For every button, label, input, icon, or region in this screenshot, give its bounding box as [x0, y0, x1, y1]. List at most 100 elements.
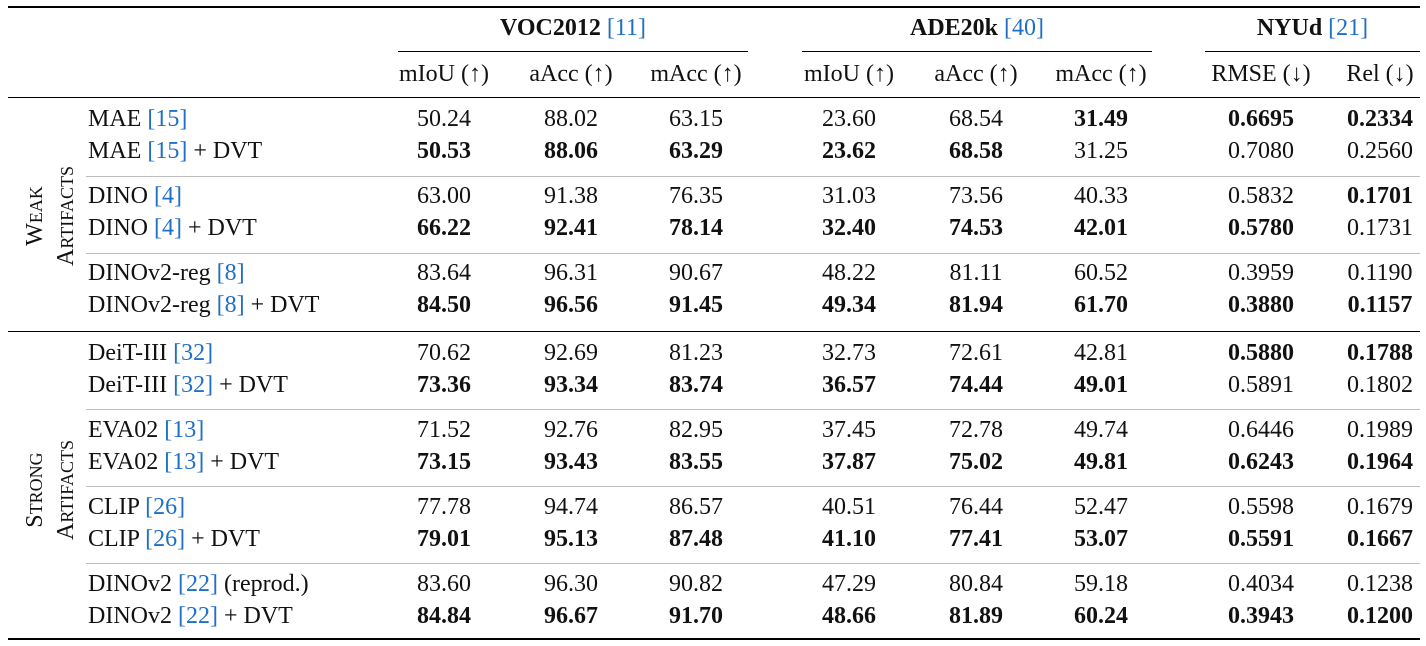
category-label-weak-artifacts: WEAK ARTIFACTS [22, 166, 79, 266]
method-name: DINOv2 [22] + DVT [88, 603, 293, 629]
citation-link[interactable]: [8] [216, 260, 245, 286]
table-cell: 96.31 [544, 260, 598, 286]
table-cell: 90.82 [669, 571, 723, 597]
table-cell: 0.1157 [1347, 292, 1413, 318]
table-cell: 63.15 [669, 106, 723, 132]
table-cell: 32.40 [822, 215, 876, 241]
table-cell: 23.62 [822, 138, 876, 164]
citation-link[interactable]: [4] [154, 183, 182, 209]
table-cell: 53.07 [1074, 526, 1128, 552]
table-cell: 37.87 [822, 449, 876, 475]
table-cell: 0.1679 [1347, 494, 1413, 520]
table-cell: 92.76 [544, 417, 598, 443]
citation-link[interactable]: [22] [178, 603, 218, 629]
table-cell: 59.18 [1074, 571, 1128, 597]
method-name: DINOv2-reg [8] + DVT [88, 292, 320, 318]
table-cell: 77.78 [417, 494, 471, 520]
citation-link[interactable]: [32] [173, 372, 214, 398]
table-cell: 68.58 [949, 138, 1003, 164]
table-cell: 0.1964 [1347, 449, 1413, 475]
table-cell: 0.1667 [1347, 526, 1413, 552]
table-cell: 50.24 [417, 106, 471, 132]
category-divider [8, 331, 1420, 332]
table-cell: 50.53 [417, 138, 471, 164]
citation-link[interactable]: [8] [216, 292, 245, 318]
citation-link[interactable]: [13] [164, 417, 205, 443]
ade-cmidrule [802, 51, 1152, 52]
citation-link[interactable]: [26] [145, 526, 186, 552]
citation-link[interactable]: [15] [147, 138, 188, 164]
table-cell: 81.23 [669, 340, 723, 366]
header-rule [8, 97, 1420, 98]
table-cell: 82.95 [669, 417, 723, 443]
table-cell: 0.5591 [1228, 526, 1294, 552]
table-cell: 93.34 [544, 372, 598, 398]
table-cell: 52.47 [1074, 494, 1128, 520]
table-cell: 0.1190 [1347, 260, 1413, 286]
method-name: CLIP [26] [88, 494, 186, 520]
citation-link[interactable]: [15] [147, 106, 188, 132]
table-cell: 83.64 [417, 260, 471, 286]
citation-link[interactable]: [26] [145, 494, 186, 520]
method-name: EVA02 [13] [88, 417, 205, 443]
table-cell: 73.15 [417, 449, 471, 475]
table-cell: 91.38 [544, 183, 598, 209]
top-rule [8, 6, 1420, 8]
table-cell: 0.6446 [1228, 417, 1294, 443]
table-cell: 71.52 [417, 417, 471, 443]
table-cell: 91.45 [669, 292, 723, 318]
column-header: mIoU (↑) [399, 61, 489, 87]
citation-link[interactable]: [32] [173, 340, 214, 366]
method-name: CLIP [26] + DVT [88, 526, 260, 552]
table-cell: 0.7080 [1228, 138, 1294, 164]
method-name: DINOv2 [22] (reprod.) [88, 571, 309, 597]
column-header: aAcc (↑) [529, 61, 613, 87]
table-cell: 0.4034 [1228, 571, 1294, 597]
table-cell: 76.35 [669, 183, 723, 209]
table-cell: 0.1200 [1347, 603, 1413, 629]
table-cell: 0.1989 [1347, 417, 1413, 443]
citation-link[interactable]: [4] [154, 215, 182, 241]
table-cell: 31.25 [1074, 138, 1128, 164]
table-cell: 83.60 [417, 571, 471, 597]
table-cell: 49.74 [1074, 417, 1128, 443]
table-cell: 0.5598 [1228, 494, 1294, 520]
group-header-ade20k: ADE20k [40] [909, 15, 1045, 41]
table-cell: 84.50 [417, 292, 471, 318]
table-cell: 95.13 [544, 526, 598, 552]
table-cell: 32.73 [822, 340, 876, 366]
table-cell: 74.53 [949, 215, 1003, 241]
table-cell: 78.14 [669, 215, 723, 241]
group-separator [86, 409, 1420, 410]
citation-link[interactable]: [22] [178, 571, 218, 597]
table-cell: 36.57 [822, 372, 876, 398]
table-cell: 49.01 [1074, 372, 1128, 398]
table-cell: 0.2560 [1347, 138, 1413, 164]
column-header: mAcc (↑) [650, 61, 742, 87]
table-cell: 42.01 [1074, 215, 1128, 241]
table-cell: 80.84 [949, 571, 1003, 597]
table-cell: 70.62 [417, 340, 471, 366]
table-cell: 0.1788 [1347, 340, 1413, 366]
table-cell: 42.81 [1074, 340, 1128, 366]
table-cell: 40.51 [822, 494, 876, 520]
table-cell: 73.36 [417, 372, 471, 398]
table-cell: 76.44 [949, 494, 1003, 520]
table-cell: 66.22 [417, 215, 471, 241]
column-header: mIoU (↑) [804, 61, 894, 87]
category-label-strong-artifacts: STRONG ARTIFACTS [22, 440, 79, 540]
table-cell: 0.3943 [1228, 603, 1294, 629]
table-cell: 0.1802 [1347, 372, 1413, 398]
citation-link[interactable]: [13] [164, 449, 205, 475]
table-cell: 63.29 [669, 138, 723, 164]
table-cell: 88.06 [544, 138, 598, 164]
table-cell: 0.6243 [1228, 449, 1294, 475]
voc-cmidrule [398, 51, 748, 52]
method-name: DINOv2-reg [8] [88, 260, 245, 286]
table-cell: 92.69 [544, 340, 598, 366]
table-cell: 48.22 [822, 260, 876, 286]
table-cell: 81.11 [949, 260, 1003, 286]
group-separator [86, 253, 1420, 254]
table-cell: 37.45 [822, 417, 876, 443]
method-name: DINO [4] + DVT [88, 215, 257, 241]
